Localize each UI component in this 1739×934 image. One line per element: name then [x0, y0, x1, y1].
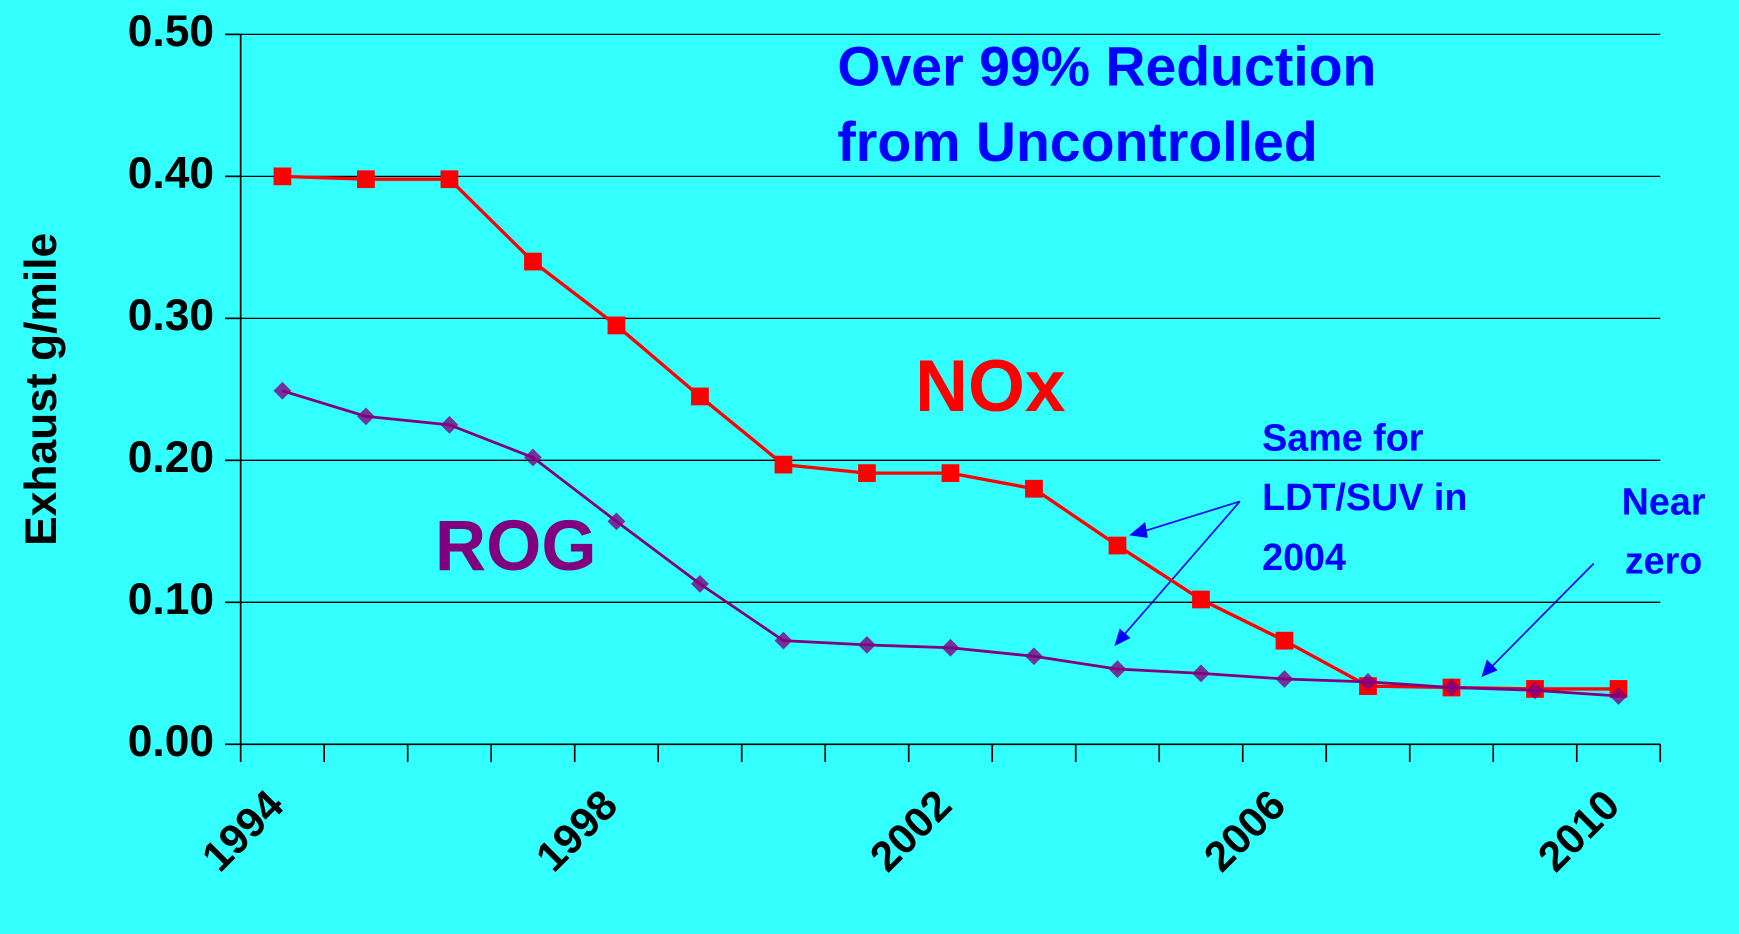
annotation: zero: [1625, 539, 1703, 581]
annotation-arrows: [1114, 500, 1595, 677]
marker: [1275, 670, 1294, 688]
marker: [524, 252, 542, 271]
marker: [941, 638, 960, 657]
marker: [1526, 681, 1544, 700]
arrow-head: [1129, 522, 1148, 538]
series-label: NOx: [915, 345, 1066, 427]
marker: [357, 407, 375, 426]
y-axis-label: Exhaust g/mile: [17, 233, 66, 546]
marker: [607, 512, 626, 531]
arrow: [1139, 500, 1241, 534]
marker: [1275, 631, 1294, 650]
marker: [273, 167, 292, 186]
marker: [1609, 687, 1628, 705]
y-tick-label: 0.10: [128, 575, 214, 624]
x-tick-label: 1994: [193, 780, 293, 880]
y-tick-label: 0.50: [128, 7, 214, 56]
series-label: ROG: [435, 507, 597, 586]
annotation: 2004: [1262, 536, 1346, 578]
annotation: Near: [1622, 481, 1706, 523]
arrow: [1489, 562, 1595, 669]
annotation: Over 99% Reduction: [837, 36, 1376, 98]
marker: [1359, 672, 1377, 691]
arrow-head: [1481, 659, 1498, 677]
x-tick-label: 2006: [1195, 781, 1294, 881]
x-tick-label: 2002: [861, 781, 960, 881]
y-tick-label: 0.00: [128, 717, 214, 766]
y-tick-label: 0.40: [128, 149, 214, 198]
marker: [774, 455, 793, 474]
marker: [1108, 660, 1127, 678]
marker: [858, 636, 876, 654]
marker: [273, 381, 292, 400]
x-tick-label: 2010: [1529, 781, 1628, 881]
marker: [607, 316, 626, 335]
arrow: [1121, 500, 1241, 638]
marker: [941, 464, 960, 482]
marker: [440, 170, 459, 189]
annotation: from Uncontrolled: [837, 111, 1317, 173]
arrow-head: [1114, 628, 1131, 647]
x-tick-label: 1998: [527, 781, 626, 881]
marker: [1108, 536, 1127, 555]
marker: [1025, 647, 1043, 666]
marker: [691, 574, 709, 593]
marker: [440, 415, 459, 434]
marker: [1192, 590, 1210, 609]
marker: [858, 464, 876, 482]
y-tick-label: 0.30: [128, 291, 214, 340]
marker: [357, 170, 375, 189]
marker: [774, 631, 793, 650]
marker: [1192, 664, 1210, 683]
y-tick-label: 0.20: [128, 433, 214, 482]
marker: [1025, 479, 1043, 498]
annotation: Same for: [1262, 416, 1424, 458]
marker: [691, 387, 709, 406]
annotation: LDT/SUV in: [1262, 476, 1467, 518]
